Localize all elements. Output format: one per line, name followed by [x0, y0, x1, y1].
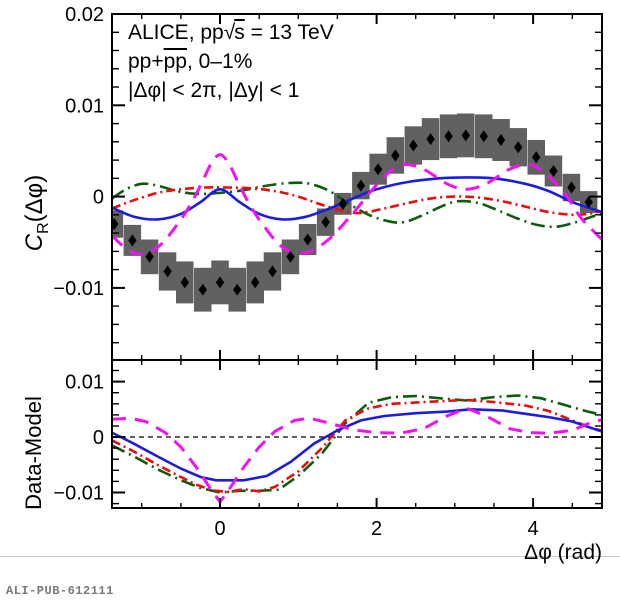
y-axis-title-top: CR(Δφ)	[21, 174, 52, 252]
data-point	[233, 283, 242, 296]
data-point	[373, 163, 383, 176]
data-point	[303, 233, 312, 246]
data-point	[198, 283, 207, 296]
data-point	[426, 133, 435, 146]
data-point	[496, 134, 506, 146]
x-axis-title: Δφ (rad)	[524, 541, 602, 564]
data-point	[567, 181, 576, 194]
model-red-dash-dot-top	[112, 186, 602, 217]
data-point	[584, 196, 593, 209]
model-blue-solid-bottom	[112, 407, 602, 482]
top-panel-content	[112, 113, 602, 312]
data-point	[163, 265, 172, 278]
data-point	[128, 234, 137, 247]
figure-watermark: ALI-PUB-612111	[6, 584, 114, 598]
data-point	[532, 151, 541, 164]
annotation-line-acceptance: |Δφ| < 2π, |Δy| < 1	[128, 79, 300, 102]
y-axis-title-bottom: Data-Model	[21, 396, 46, 510]
systematic-uncertainty-boxes	[112, 113, 598, 312]
data-point	[549, 165, 558, 177]
y-tick-label: 0.02	[65, 4, 104, 26]
y-tick-label: −0.01	[53, 483, 104, 505]
model-magenta-long-dash-bottom	[112, 406, 602, 505]
data-point	[268, 265, 277, 278]
data-point	[409, 139, 418, 152]
data-point	[356, 179, 366, 192]
bottom-panel-content	[112, 394, 602, 505]
bottom-panel-frame	[111, 359, 603, 509]
y-tick-label: 0.01	[65, 372, 104, 394]
data-point	[479, 130, 488, 143]
data-point	[321, 216, 330, 229]
data-point	[145, 250, 154, 263]
data-point	[286, 250, 295, 263]
data-point	[112, 218, 119, 230]
y-tick-label: 0	[93, 187, 104, 209]
x-tick-label: 0	[214, 518, 225, 540]
y-tick-label: −0.01	[53, 278, 104, 300]
data-diamond-markers	[112, 129, 593, 296]
data-point	[444, 130, 453, 143]
x-tick-label: 2	[371, 518, 382, 540]
sqrt-symbol: √	[223, 21, 236, 44]
data-point	[514, 141, 523, 154]
y-tick-label: 0	[93, 427, 104, 449]
y-tick-label: 0.01	[65, 95, 104, 117]
x-tick-label: 4	[528, 518, 539, 540]
annotation-line-multiplicity: pp+pp, 0–1%	[128, 50, 253, 73]
axis-ticks	[112, 360, 602, 508]
model-green-dash-dot-bottom	[112, 394, 602, 494]
data-point	[215, 276, 225, 289]
annotation-line-collision: ALICE, pp√s = 13 TeV	[128, 21, 334, 44]
data-point	[251, 276, 260, 289]
model-green-dash-dot-top	[112, 181, 602, 229]
data-point	[461, 129, 470, 142]
data-point	[338, 197, 348, 210]
annotation-block: ALICE, pp√s = 13 TeV pp+pp, 0–1% |Δφ| < …	[128, 18, 334, 105]
model-red-dash-dot-bottom	[112, 398, 602, 494]
separator-line	[0, 556, 620, 557]
data-point	[391, 149, 400, 162]
data-point	[180, 276, 189, 289]
